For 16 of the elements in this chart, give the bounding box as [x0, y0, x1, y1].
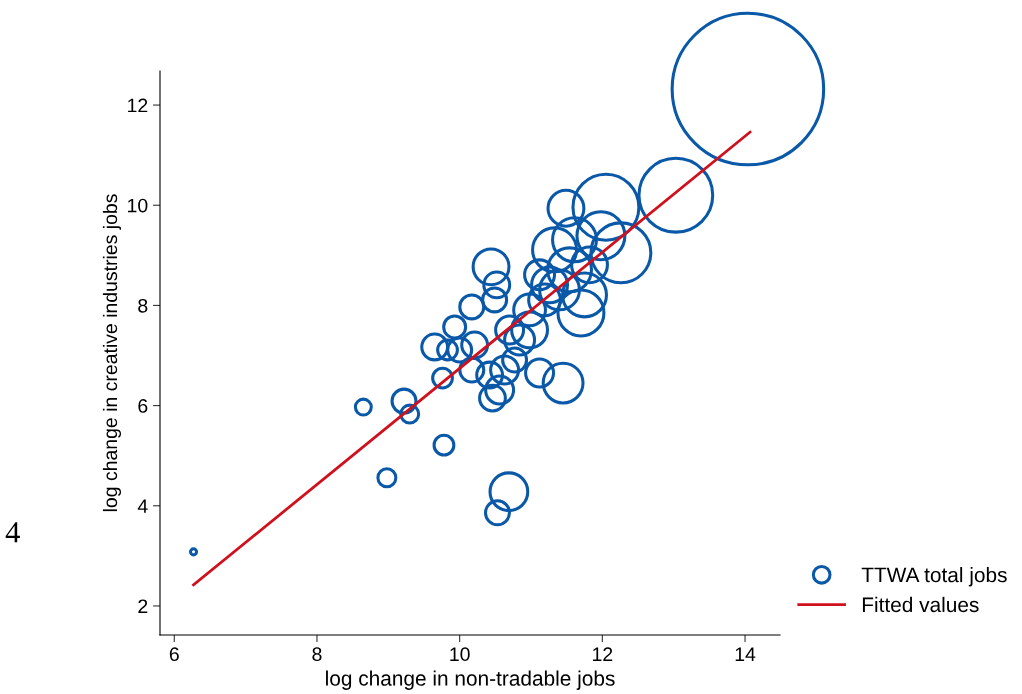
legend-label: Fitted values [862, 596, 979, 613]
y-tick-label: 12 [128, 98, 148, 113]
y-tick-label: 6 [138, 399, 148, 413]
x-tick-label: 10 [450, 647, 470, 662]
x-tick-label: 6 [169, 647, 179, 662]
legend-label: TTWA total jobs [861, 566, 1007, 587]
y-tick-label: 2 [138, 599, 148, 613]
y-tick-label: 4 [137, 499, 148, 513]
y-tick-label: 10 [128, 198, 148, 213]
y-axis-title: log change in creative industries jobs [102, 194, 122, 512]
x-axis-title: log change in non-tradable jobs [326, 670, 615, 690]
y-tick-label: 8 [138, 298, 148, 313]
text: 4 [5, 522, 20, 543]
x-tick-label: 8 [312, 647, 322, 662]
x-tick-label: 14 [735, 647, 756, 661]
x-tick-label: 12 [593, 647, 613, 661]
